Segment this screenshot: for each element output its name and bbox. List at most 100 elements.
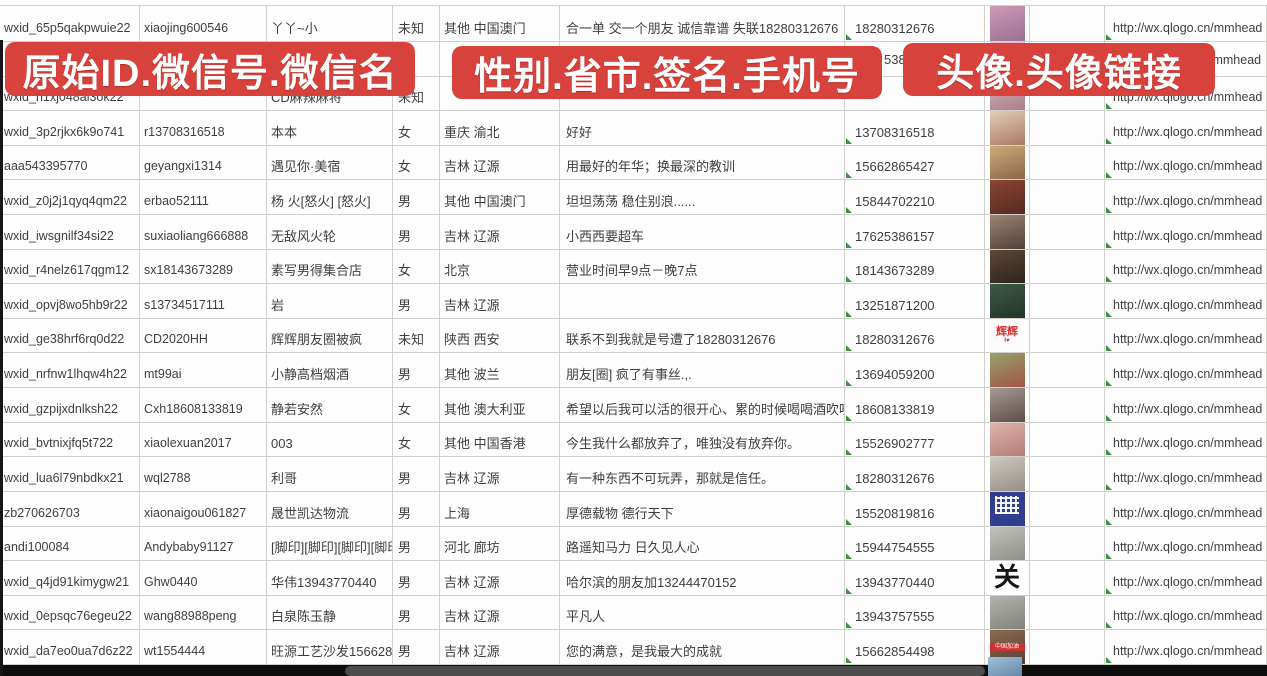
cell-original-id[interactable]: wxid_q4jd91kimygw21 [0,561,140,595]
cell-gender[interactable]: 女 [393,249,440,284]
cell-wechat-account[interactable]: Ghw0440 [140,561,267,595]
cell-gender[interactable]: 男 [393,353,440,388]
cell-wechat-name[interactable]: 杨 火[怒火] [怒火] [267,180,393,215]
cell-avatar[interactable] [985,284,1030,318]
cell-original-id[interactable]: wxid_r4nelz617qgm12 [0,249,140,284]
cell-signature[interactable]: 您的满意，是我最大的成就 [560,630,845,664]
cell-signature[interactable]: 有一种东西不可玩弄，那就是信任。 [560,457,845,491]
cell-province-city[interactable]: 重庆 渝北 [440,111,560,145]
cell-province-city[interactable]: 吉林 辽源 [440,630,560,664]
cell-phone-number[interactable]: 18608133819 [845,388,985,422]
cell-phone-number[interactable]: 18280312676 [845,457,985,491]
cell-province-city[interactable]: 吉林 辽源 [440,561,560,595]
cell-avatar-link[interactable]: http://wx.qlogo.cn/mmhead [1105,249,1267,284]
cell-gender[interactable]: 女 [393,145,440,180]
cell-wechat-account[interactable]: wang88988peng [140,595,267,630]
cell-avatar-link[interactable]: http://wx.qlogo.cn/mmhead [1105,180,1267,215]
cell-wechat-name[interactable]: 无敌风火轮 [267,215,393,249]
cell-avatar[interactable]: 关 [985,561,1030,595]
cell-avatar-link[interactable]: http://wx.qlogo.cn/mmhead [1105,595,1267,630]
cell-wechat-account[interactable]: r13708316518 [140,111,267,145]
cell-gender[interactable]: 男 [393,180,440,215]
cell-empty[interactable] [1030,6,1105,41]
cell-avatar[interactable] [985,145,1030,180]
cell-province-city[interactable]: 吉林 辽源 [440,595,560,630]
cell-wechat-account[interactable]: wql2788 [140,457,267,491]
cell-wechat-name[interactable]: 白泉陈玉静 [267,595,393,630]
cell-avatar[interactable] [985,388,1030,422]
cell-signature[interactable]: 用最好的年华；换最深的教训 [560,145,845,180]
cell-empty[interactable] [1030,111,1105,145]
cell-province-city[interactable]: 吉林 辽源 [440,145,560,180]
cell-signature[interactable]: 小西西要超车 [560,215,845,249]
cell-province-city[interactable]: 吉林 辽源 [440,284,560,318]
cell-province-city[interactable]: 陕西 西安 [440,318,560,353]
cell-original-id[interactable]: wxid_65p5qakpwuie22 [0,6,140,41]
cell-avatar[interactable] [985,457,1030,491]
cell-avatar-link[interactable]: http://wx.qlogo.cn/mmhead [1105,318,1267,353]
cell-wechat-name[interactable]: 华伟13943770440 [267,561,393,595]
cell-wechat-name[interactable]: 遇见你·美宿 [267,145,393,180]
cell-signature[interactable]: 希望以后我可以活的很开心、累的时候喝喝酒吹吹[ [560,388,845,422]
cell-original-id[interactable]: wxid_ge38hrf6rq0d22 [0,318,140,353]
cell-avatar[interactable]: 辉辉 I♥ [985,318,1030,353]
cell-empty[interactable] [1030,561,1105,595]
cell-empty[interactable] [1030,630,1105,664]
cell-gender[interactable]: 女 [393,388,440,422]
cell-signature[interactable] [560,284,845,318]
cell-phone-number[interactable]: 15944754555 [845,526,985,561]
cell-wechat-account[interactable]: xiaonaigou061827 [140,491,267,526]
cell-empty[interactable] [1030,145,1105,180]
cell-wechat-name[interactable]: 素写男得集合店 [267,249,393,284]
cell-avatar-link[interactable]: http://wx.qlogo.cn/mmhead [1105,388,1267,422]
cell-province-city[interactable]: 其他 中国澳门 [440,6,560,41]
cell-empty[interactable] [1030,353,1105,388]
cell-signature[interactable]: 厚德载物 德行天下 [560,491,845,526]
cell-phone-number[interactable]: 18280312676 [845,6,985,41]
cell-wechat-account[interactable]: sx18143673289 [140,249,267,284]
cell-empty[interactable] [1030,422,1105,457]
cell-avatar-link[interactable]: http://wx.qlogo.cn/mmhead [1105,284,1267,318]
cell-phone-number[interactable]: 15520819816 [845,491,985,526]
cell-avatar[interactable] [985,249,1030,284]
cell-wechat-account[interactable]: CD2020HH [140,318,267,353]
cell-wechat-account[interactable]: xiaojing600546 [140,6,267,41]
cell-wechat-name[interactable]: 003 [267,422,393,457]
cell-gender[interactable]: 女 [393,422,440,457]
cell-wechat-account[interactable]: Andybaby91127 [140,526,267,561]
cell-gender[interactable]: 男 [393,630,440,664]
cell-original-id[interactable]: wxid_gzpijxdnlksh22 [0,388,140,422]
cell-empty[interactable] [1030,457,1105,491]
horizontal-scrollbar-thumb[interactable] [345,666,985,676]
cell-phone-number[interactable]: 17625386157 [845,215,985,249]
cell-avatar-link[interactable]: http://wx.qlogo.cn/mmhead [1105,145,1267,180]
cell-empty[interactable] [1030,388,1105,422]
cell-avatar-link[interactable]: http://wx.qlogo.cn/mmhead [1105,353,1267,388]
cell-original-id[interactable]: andi100084 [0,526,140,561]
cell-gender[interactable]: 未知 [393,6,440,41]
cell-gender[interactable] [393,42,440,76]
cell-wechat-name[interactable]: 辉辉朋友圈被疯 [267,318,393,353]
cell-wechat-account[interactable]: erbao52111 [140,180,267,215]
cell-signature[interactable]: 今生我什么都放弃了，唯独没有放弃你。 [560,422,845,457]
cell-avatar-link[interactable]: http://wx.qlogo.cn/mmhead [1105,526,1267,561]
cell-original-id[interactable]: wxid_3p2rjkx6k9o741 [0,111,140,145]
cell-phone-number[interactable]: 15662865427 [845,145,985,180]
cell-wechat-name[interactable]: [脚印][脚印][脚印][脚印] [267,526,393,561]
cell-original-id[interactable]: zb270626703 [0,491,140,526]
cell-wechat-name[interactable]: 本本 [267,111,393,145]
cell-original-id[interactable]: wxid_opvj8wo5hb9r22 [0,284,140,318]
cell-province-city[interactable]: 其他 中国澳门 [440,180,560,215]
cell-empty[interactable] [1030,249,1105,284]
cell-avatar-link[interactable]: http://wx.qlogo.cn/mmhead [1105,630,1267,664]
cell-signature[interactable]: 坦坦荡荡 稳住别浪...... [560,180,845,215]
cell-avatar-link[interactable]: http://wx.qlogo.cn/mmhead [1105,457,1267,491]
cell-wechat-name[interactable]: 晟世凯达物流 [267,491,393,526]
cell-avatar[interactable] [985,491,1030,526]
cell-gender[interactable]: 女 [393,111,440,145]
cell-gender[interactable]: 男 [393,561,440,595]
cell-province-city[interactable]: 上海 [440,491,560,526]
cell-gender[interactable]: 男 [393,526,440,561]
cell-signature[interactable]: 朋友[圈] 疯了有事丝.,. [560,353,845,388]
cell-signature[interactable]: 合一单 交一个朋友 诚信靠谱 失联18280312676 [560,6,845,41]
